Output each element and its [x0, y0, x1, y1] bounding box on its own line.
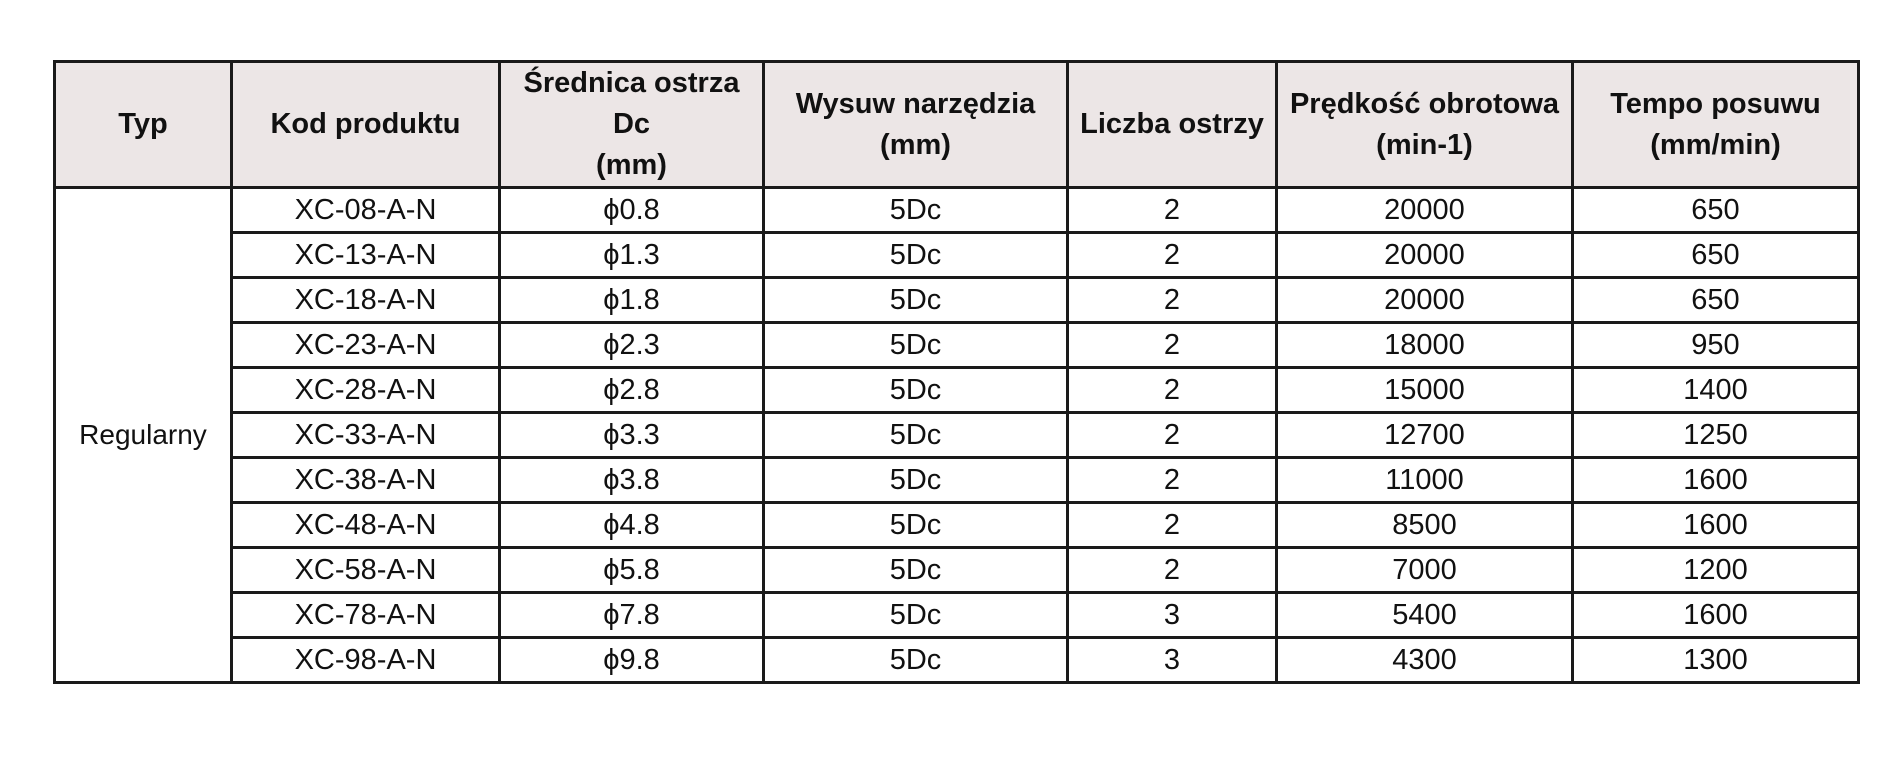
table-row: Regularny XC-08-A-N ϕ0.8 5Dc 2 20000 650 — [53, 186, 1860, 684]
rotational-speed-cell: 18000 — [1275, 321, 1574, 369]
type-cell: Regularny — [53, 186, 233, 684]
product-code-cell: XC-33-A-N — [230, 411, 501, 459]
product-code-cell: XC-78-A-N — [230, 591, 501, 639]
blade-diameter-cell: ϕ1.3 — [498, 231, 765, 279]
flute-count-cell: 2 — [1066, 186, 1278, 234]
table-row: XC-28-A-N ϕ2.8 5Dc 2 15000 1400 — [55, 366, 1860, 414]
blade-diameter-cell: ϕ2.3 — [498, 321, 765, 369]
tool-extension-cell: 5Dc — [762, 276, 1069, 324]
product-code-cell: XC-48-A-N — [230, 501, 501, 549]
tool-extension-cell: 5Dc — [762, 591, 1069, 639]
flute-count-cell: 2 — [1066, 456, 1278, 504]
rotational-speed-cell: 12700 — [1275, 411, 1574, 459]
table-row: XC-38-A-N ϕ3.8 5Dc 2 11000 1600 — [55, 456, 1860, 504]
tool-extension-cell: 5Dc — [762, 546, 1069, 594]
table-row: XC-23-A-N ϕ2.3 5Dc 2 18000 950 — [55, 321, 1860, 369]
header-product-code: Kod produktu — [230, 60, 501, 189]
flute-count-cell: 2 — [1066, 231, 1278, 279]
blade-diameter-cell: ϕ3.8 — [498, 456, 765, 504]
blade-diameter-cell: ϕ9.8 — [498, 636, 765, 684]
tool-extension-cell: 5Dc — [762, 366, 1069, 414]
feed-rate-cell: 1250 — [1571, 411, 1860, 459]
product-code-cell: XC-28-A-N — [230, 366, 501, 414]
feed-rate-cell: 1600 — [1571, 501, 1860, 549]
feed-rate-cell: 1600 — [1571, 591, 1860, 639]
rotational-speed-cell: 8500 — [1275, 501, 1574, 549]
product-code-cell: XC-08-A-N — [230, 186, 501, 234]
flute-count-cell: 2 — [1066, 321, 1278, 369]
feed-rate-cell: 1600 — [1571, 456, 1860, 504]
blade-diameter-cell: ϕ1.8 — [498, 276, 765, 324]
rotational-speed-cell: 20000 — [1275, 276, 1574, 324]
feed-rate-cell: 650 — [1571, 276, 1860, 324]
rotational-speed-cell: 7000 — [1275, 546, 1574, 594]
flute-count-cell: 2 — [1066, 501, 1278, 549]
blade-diameter-cell: ϕ5.8 — [498, 546, 765, 594]
feed-rate-cell: 650 — [1571, 186, 1860, 234]
feed-rate-cell: 1200 — [1571, 546, 1860, 594]
header-tool-extension: Wysuw narzędzia (mm) — [762, 60, 1069, 189]
table-body: Regularny XC-08-A-N ϕ0.8 5Dc 2 20000 650 XC-13-… — [53, 186, 1860, 684]
table-row: XC-58-A-N ϕ5.8 5Dc 2 7000 1200 — [55, 546, 1860, 594]
header-rotational-speed: Prędkość obrotowa (min-1) — [1275, 60, 1574, 189]
tool-extension-cell: 5Dc — [762, 636, 1069, 684]
product-code-cell: XC-18-A-N — [230, 276, 501, 324]
table-row: XC-33-A-N ϕ3.3 5Dc 2 12700 1250 — [55, 411, 1860, 459]
feed-rate-cell: 1300 — [1571, 636, 1860, 684]
blade-diameter-cell: ϕ4.8 — [498, 501, 765, 549]
table-row: XC-98-A-N ϕ9.8 5Dc 3 4300 1300 — [55, 636, 1860, 684]
blade-diameter-cell: ϕ2.8 — [498, 366, 765, 414]
rotational-speed-cell: 4300 — [1275, 636, 1574, 684]
blade-diameter-cell: ϕ7.8 — [498, 591, 765, 639]
header-flute-count: Liczba ostrzy — [1066, 60, 1278, 189]
product-code-cell: XC-23-A-N — [230, 321, 501, 369]
feed-rate-cell: 1400 — [1571, 366, 1860, 414]
product-code-cell: XC-58-A-N — [230, 546, 501, 594]
flute-count-cell: 2 — [1066, 546, 1278, 594]
tool-extension-cell: 5Dc — [762, 231, 1069, 279]
product-spec-table: Typ Kod produktu Średnica ostrza Dc (mm)… — [53, 60, 1860, 684]
table-row: XC-78-A-N ϕ7.8 5Dc 3 5400 1600 — [55, 591, 1860, 639]
rotational-speed-cell: 11000 — [1275, 456, 1574, 504]
rotational-speed-cell: 20000 — [1275, 231, 1574, 279]
table-row: XC-48-A-N ϕ4.8 5Dc 2 8500 1600 — [55, 501, 1860, 549]
flute-count-cell: 2 — [1066, 411, 1278, 459]
product-code-cell: XC-13-A-N — [230, 231, 501, 279]
tool-extension-cell: 5Dc — [762, 186, 1069, 234]
product-code-cell: XC-38-A-N — [230, 456, 501, 504]
table-row: XC-13-A-N ϕ1.3 5Dc 2 20000 650 — [55, 231, 1860, 279]
rotational-speed-cell: 20000 — [1275, 186, 1574, 234]
rotational-speed-cell: 15000 — [1275, 366, 1574, 414]
feed-rate-cell: 950 — [1571, 321, 1860, 369]
flute-count-cell: 3 — [1066, 636, 1278, 684]
header-feed-rate: Tempo posuwu (mm/min) — [1571, 60, 1860, 189]
tool-extension-cell: 5Dc — [762, 501, 1069, 549]
blade-diameter-cell: ϕ3.3 — [498, 411, 765, 459]
blade-diameter-cell: ϕ0.8 — [498, 186, 765, 234]
header-type: Typ — [53, 60, 233, 189]
flute-count-cell: 3 — [1066, 591, 1278, 639]
header-blade-diameter: Średnica ostrza Dc (mm) — [498, 60, 765, 189]
product-code-cell: XC-98-A-N — [230, 636, 501, 684]
tool-extension-cell: 5Dc — [762, 321, 1069, 369]
feed-rate-cell: 650 — [1571, 231, 1860, 279]
rotational-speed-cell: 5400 — [1275, 591, 1574, 639]
flute-count-cell: 2 — [1066, 366, 1278, 414]
table-row: XC-18-A-N ϕ1.8 5Dc 2 20000 650 — [55, 276, 1860, 324]
tool-extension-cell: 5Dc — [762, 411, 1069, 459]
flute-count-cell: 2 — [1066, 276, 1278, 324]
table-header: Typ Kod produktu Średnica ostrza Dc (mm)… — [53, 60, 1860, 189]
tool-extension-cell: 5Dc — [762, 456, 1069, 504]
header-row: Typ Kod produktu Średnica ostrza Dc (mm)… — [53, 60, 1860, 189]
